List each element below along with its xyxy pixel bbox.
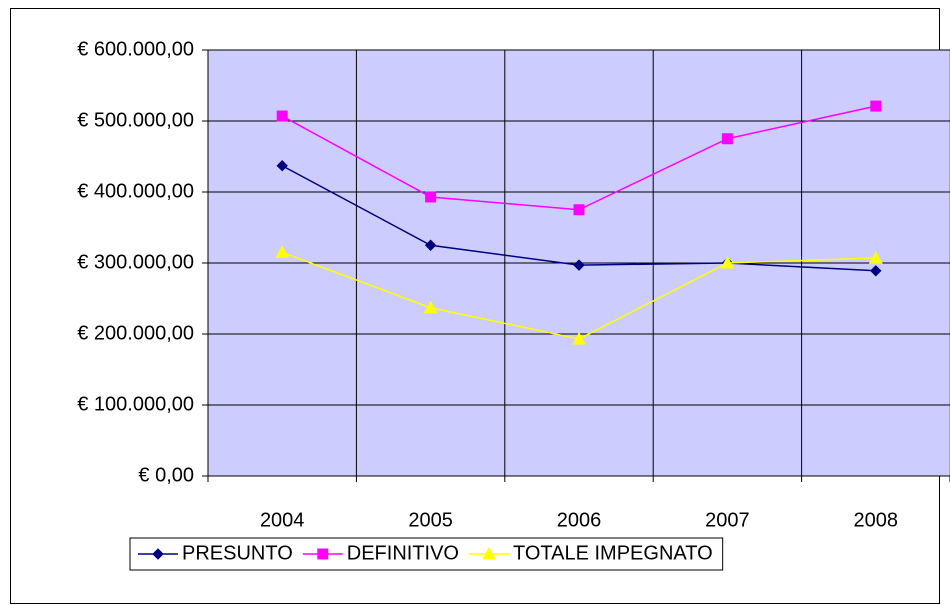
marker — [152, 548, 164, 560]
marker — [870, 100, 882, 112]
y-tick-label: € 100.000,00 — [77, 393, 194, 415]
x-tick-label: 2006 — [557, 509, 602, 531]
marker — [720, 255, 735, 269]
marker — [573, 204, 585, 216]
x-tick-label: 2007 — [705, 509, 750, 531]
marker — [317, 548, 329, 560]
marker — [424, 239, 437, 251]
marker — [276, 160, 288, 172]
marker — [721, 133, 733, 145]
y-tick-label: € 300.000,00 — [77, 251, 194, 273]
marker — [573, 259, 585, 271]
marker — [275, 245, 290, 258]
marker — [425, 191, 437, 203]
legend-label: TOTALE IMPEGNATO — [513, 542, 713, 564]
marker — [423, 300, 438, 314]
marker — [870, 265, 882, 277]
y-tick-label: € 400.000,00 — [77, 180, 194, 202]
legend-label: PRESUNTO — [182, 542, 293, 564]
legend: PRESUNTO DEFINITIVO TOTALE IMPEGNATO — [129, 537, 724, 571]
marker — [868, 250, 883, 264]
y-tick-label: € 500.000,00 — [77, 109, 194, 131]
legend-label: DEFINITIVO — [347, 542, 459, 564]
legend-box — [129, 537, 724, 571]
y-tick-label: € 0,00 — [138, 464, 194, 486]
x-tick-label: 2008 — [854, 509, 899, 531]
marker — [276, 110, 288, 122]
marker — [482, 546, 496, 560]
y-tick-label: € 600.000,00 — [77, 38, 194, 60]
y-tick-label: € 200.000,00 — [77, 322, 194, 344]
x-tick-label: 2004 — [260, 509, 305, 531]
marker — [572, 331, 586, 345]
x-tick-label: 2005 — [408, 509, 453, 531]
